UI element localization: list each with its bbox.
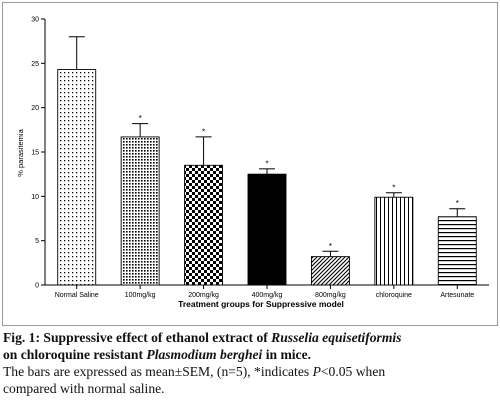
bar	[374, 196, 414, 286]
y-tick-label: 25	[31, 61, 39, 68]
chart-frame: % parasitemia Treatment groups for Suppr…	[2, 2, 498, 326]
y-tick-label: 20	[31, 105, 39, 112]
figure-caption: Fig. 1: Suppressive effect of ethanol ex…	[3, 329, 497, 397]
x-tick-label: 400mg/kg	[252, 292, 283, 299]
bar	[310, 256, 350, 286]
y-tick-label: 0	[35, 283, 39, 290]
caption-line-3: The bars are expressed as mean±SEM, (n=5…	[3, 363, 497, 380]
caption-line-1: Fig. 1: Suppressive effect of ethanol ex…	[3, 329, 497, 346]
caption-line-2-text: on chloroquine resistant	[3, 347, 147, 362]
caption-line-3-suffix: <0.05 when	[320, 364, 386, 379]
significance-star: *	[456, 199, 459, 208]
x-tick-label: Artesunate	[440, 292, 474, 299]
bar	[184, 164, 224, 286]
y-tick-label: 30	[31, 17, 39, 24]
y-tick-label: 10	[31, 194, 39, 201]
bar	[57, 69, 97, 286]
caption-p-symbol: P	[312, 364, 321, 379]
y-tick-label: 15	[31, 150, 39, 157]
y-tick-label: 5	[35, 238, 39, 245]
caption-line-4: compared with normal saline.	[3, 380, 497, 397]
x-tick-label: 100mg/kg	[125, 292, 156, 299]
caption-species-name: Russelia equisetiformis	[271, 330, 402, 345]
caption-line-4-text: compared with normal saline.	[3, 381, 165, 396]
caption-line-1-text: Fig. 1: Suppressive effect of ethanol ex…	[3, 330, 272, 345]
caption-parasite-name: Plasmodium berghei	[146, 347, 263, 362]
caption-line-3-text: The bars are expressed as mean±SEM, (n=5…	[3, 364, 313, 379]
x-axis-label: Treatment groups for Suppressive model	[178, 299, 344, 309]
x-tick-label: chloroquine	[376, 292, 412, 299]
significance-star: *	[265, 159, 268, 168]
bar-chart: % parasitemia Treatment groups for Suppr…	[16, 17, 489, 309]
significance-star: *	[202, 127, 205, 136]
significance-star: *	[329, 242, 332, 251]
caption-line-2-suffix: in mice.	[262, 347, 312, 362]
x-tick-label: Normal Saline	[55, 292, 99, 299]
x-tick-label: 800mg/kg	[315, 292, 346, 299]
significance-star: *	[139, 114, 142, 123]
bar	[120, 136, 160, 286]
x-tick-label: 200mg/kg	[188, 292, 219, 299]
bar	[437, 216, 477, 286]
y-axis-label: % parasitemia	[16, 128, 25, 176]
bars: * * * * * *	[57, 36, 477, 286]
bar	[247, 173, 287, 286]
caption-line-2: on chloroquine resistant Plasmodium berg…	[3, 346, 497, 363]
axes: 0 5 10 15 20 25 30 Normal Saline 100mg/kg 200mg/k…	[31, 17, 489, 299]
significance-star: *	[392, 183, 395, 192]
